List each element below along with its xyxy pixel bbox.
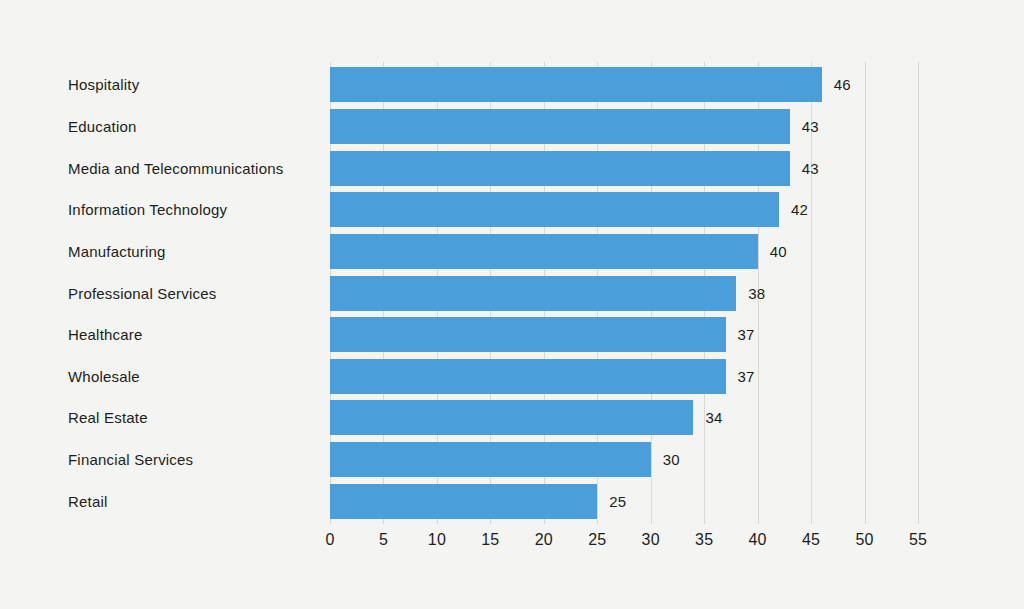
chart-row: 46 <box>330 64 918 106</box>
bar <box>330 484 597 519</box>
chart-row: 30 <box>330 439 918 481</box>
value-label: 42 <box>791 201 808 218</box>
bar <box>330 359 726 394</box>
x-axis-tick-label: 25 <box>588 531 606 549</box>
x-axis-tick-label: 35 <box>695 531 713 549</box>
value-label: 37 <box>738 368 755 385</box>
x-axis: 0510152025303540455055 <box>330 531 918 555</box>
x-axis-tick-label: 45 <box>802 531 820 549</box>
bar <box>330 442 651 477</box>
bar-chart: HospitalityEducationMedia and Telecommun… <box>0 0 1024 609</box>
x-axis-tick-label: 55 <box>909 531 927 549</box>
bar <box>330 109 790 144</box>
bar <box>330 192 779 227</box>
value-label: 40 <box>770 243 787 260</box>
value-label: 30 <box>663 451 680 468</box>
category-label: Hospitality <box>68 64 323 106</box>
bar <box>330 317 726 352</box>
category-label: Healthcare <box>68 314 323 356</box>
x-axis-tick-label: 30 <box>642 531 660 549</box>
category-label: Education <box>68 106 323 148</box>
category-label: Information Technology <box>68 189 323 231</box>
bar <box>330 276 736 311</box>
x-axis-tick-label: 40 <box>749 531 767 549</box>
category-label: Financial Services <box>68 439 323 481</box>
value-label: 38 <box>748 285 765 302</box>
value-label: 43 <box>802 118 819 135</box>
x-axis-tick-label: 50 <box>855 531 873 549</box>
category-label: Professional Services <box>68 272 323 314</box>
bar <box>330 400 693 435</box>
value-label: 37 <box>738 326 755 343</box>
category-label: Retail <box>68 480 323 522</box>
chart-row: 25 <box>330 480 918 522</box>
chart-row: 34 <box>330 397 918 439</box>
bar <box>330 234 758 269</box>
chart-row: 37 <box>330 314 918 356</box>
x-axis-tick-label: 20 <box>535 531 553 549</box>
category-labels-column: HospitalityEducationMedia and Telecommun… <box>68 64 323 522</box>
gridline <box>918 62 919 524</box>
x-axis-tick-label: 0 <box>325 531 334 549</box>
x-axis-tick-label: 15 <box>481 531 499 549</box>
value-label: 25 <box>609 493 626 510</box>
x-axis-tick-label: 5 <box>379 531 388 549</box>
category-label: Wholesale <box>68 355 323 397</box>
bar <box>330 67 822 102</box>
x-axis-tick-label: 10 <box>428 531 446 549</box>
category-label: Manufacturing <box>68 231 323 273</box>
value-label: 43 <box>802 160 819 177</box>
chart-row: 43 <box>330 106 918 148</box>
value-label: 34 <box>705 409 722 426</box>
plot-area: 46 43 43 42 40 38 37 37 34 30 25 <box>330 62 918 524</box>
bars-layer: 46 43 43 42 40 38 37 37 34 30 25 <box>330 64 918 522</box>
chart-row: 43 <box>330 147 918 189</box>
bar <box>330 151 790 186</box>
value-label: 46 <box>834 76 851 93</box>
chart-row: 40 <box>330 231 918 273</box>
chart-row: 38 <box>330 272 918 314</box>
category-label: Media and Telecommunications <box>68 147 323 189</box>
chart-row: 37 <box>330 355 918 397</box>
chart-row: 42 <box>330 189 918 231</box>
category-label: Real Estate <box>68 397 323 439</box>
